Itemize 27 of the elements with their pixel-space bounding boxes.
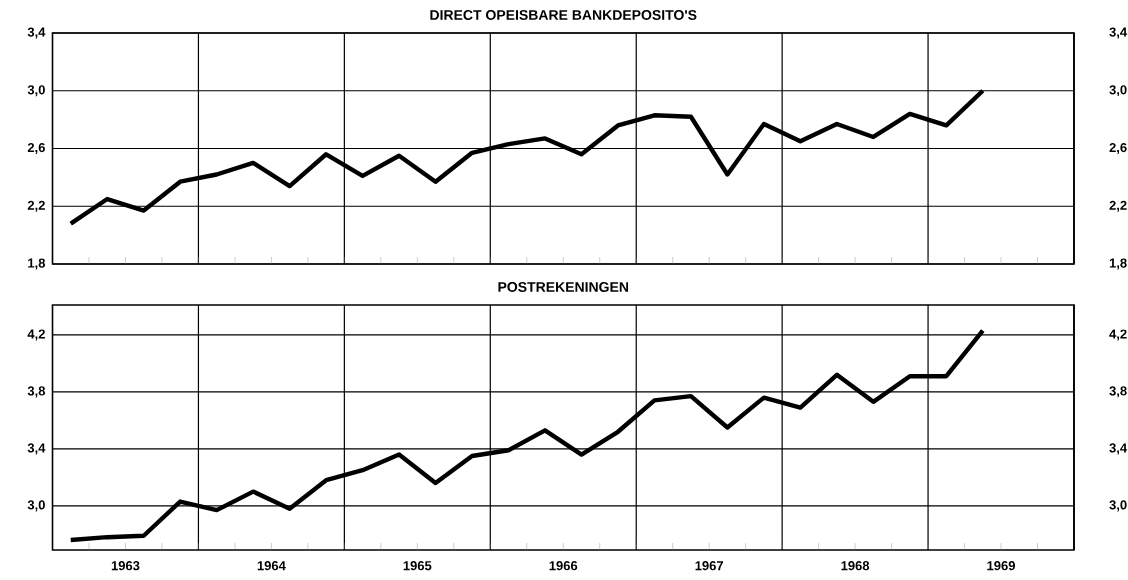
- y-tick-label: 4,2: [27, 329, 45, 341]
- y2-tick-label: 3,4: [1109, 443, 1128, 455]
- y-tick-label: 3,0: [27, 85, 45, 97]
- y-tick-label: 1,8: [28, 258, 46, 270]
- chart-title: DIRECT OPEISBARE BANKDEPOSITO'S: [430, 10, 697, 20]
- y-tick-label: 3,0: [27, 500, 45, 512]
- chart-title: POSTREKENINGEN: [498, 282, 629, 292]
- x-tick-label: 1965: [403, 561, 432, 571]
- y2-tick-label: 3,4: [1109, 27, 1128, 39]
- x-tick-label: 1964: [257, 561, 286, 571]
- y2-tick-label: 3,0: [1109, 85, 1127, 97]
- y2-tick-label: 2,2: [1109, 200, 1127, 212]
- x-tick-label: 1963: [111, 561, 140, 571]
- y-tick-label: 3,4: [27, 27, 46, 39]
- y2-tick-label: 2,6: [1109, 142, 1127, 155]
- x-tick-label: 1968: [841, 561, 870, 571]
- y2-tick-label: 3,8: [1109, 386, 1127, 398]
- x-tick-label: 1967: [695, 561, 724, 571]
- y-tick-label: 3,8: [27, 386, 46, 398]
- y-tick-label: 3,4: [27, 443, 46, 455]
- x-tick-label: 1966: [549, 561, 578, 571]
- y-tick-label: 2,2: [27, 200, 45, 212]
- y-tick-label: 2,6: [27, 142, 45, 155]
- y2-tick-label: 1,8: [1109, 258, 1127, 270]
- x-tick-label: 1969: [987, 561, 1015, 571]
- y2-tick-label: 4,2: [1109, 329, 1127, 341]
- y2-tick-label: 3,0: [1109, 500, 1127, 512]
